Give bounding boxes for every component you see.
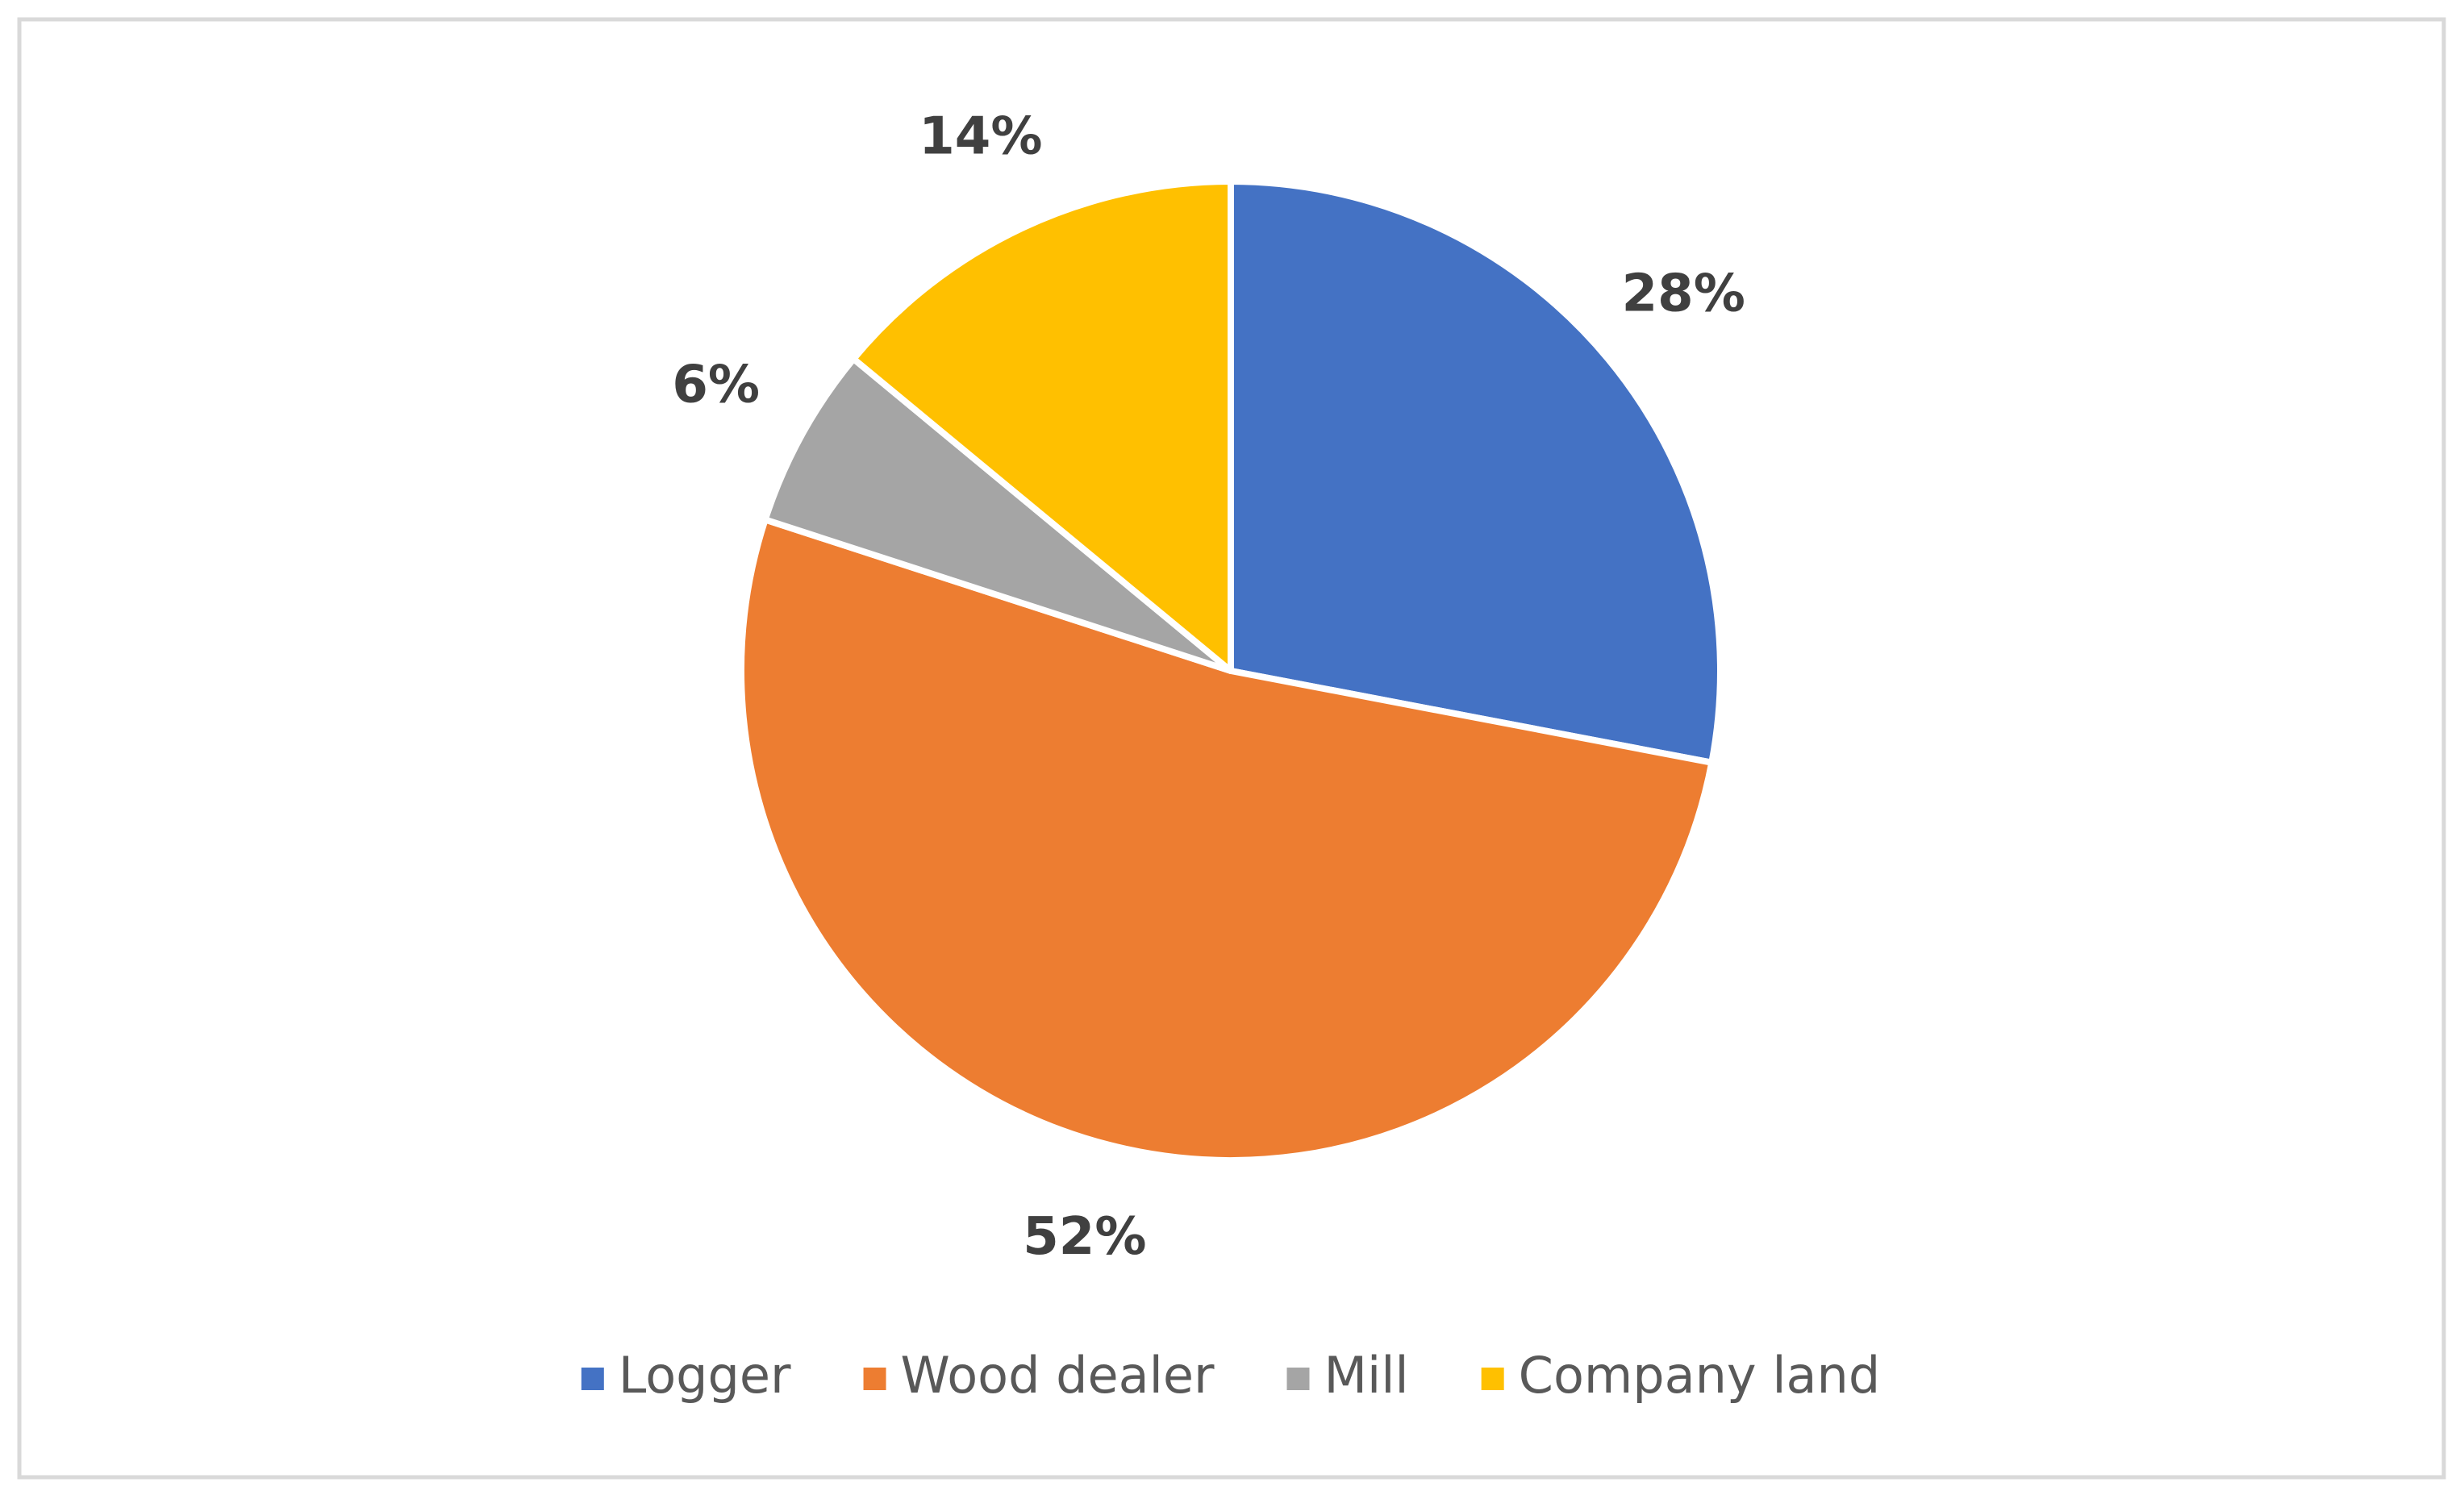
data-label: 14% <box>919 107 1042 167</box>
legend-swatch <box>1481 1368 1504 1390</box>
pie-slice <box>761 356 1234 674</box>
legend-swatch <box>581 1368 604 1390</box>
legend-swatch <box>863 1368 886 1390</box>
legend-label: Company land <box>1519 1346 1881 1405</box>
data-label: 6% <box>672 356 760 415</box>
legend-label: Logger <box>619 1346 791 1405</box>
legend-swatch <box>1286 1368 1310 1390</box>
pie-slice <box>738 516 1716 1164</box>
pie-slice <box>850 178 1234 674</box>
pie-slice <box>1228 178 1724 766</box>
legend-label: Wood dealer <box>901 1346 1215 1405</box>
data-label: 28% <box>1622 264 1745 323</box>
data-label: 52% <box>1023 1207 1146 1267</box>
legend-label: Mill <box>1324 1346 1408 1405</box>
